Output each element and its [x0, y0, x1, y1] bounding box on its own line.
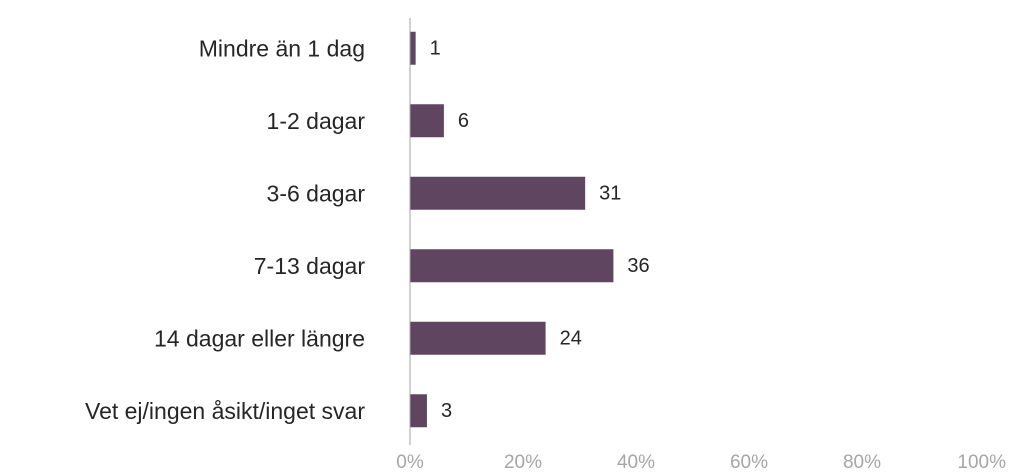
- bar: [410, 31, 416, 65]
- data-label: 6: [458, 110, 469, 132]
- bar: [410, 394, 427, 428]
- category-label: Vet ej/ingen åsikt/inget svar: [85, 398, 365, 424]
- data-label: 24: [560, 327, 582, 349]
- x-tick-label: 80%: [843, 452, 881, 473]
- category-label: Mindre än 1 dag: [199, 35, 365, 61]
- category-label: 7-13 dagar: [254, 253, 366, 279]
- x-tick-label: 100%: [957, 452, 1006, 473]
- bar: [410, 249, 614, 283]
- bar: [410, 104, 444, 138]
- category-label: 3-6 dagar: [267, 180, 366, 206]
- x-tick-label: 20%: [504, 452, 542, 473]
- x-tick-label: 40%: [617, 452, 655, 473]
- x-tick-label: 0%: [396, 452, 424, 473]
- category-label: 14 dagar eller längre: [154, 325, 365, 351]
- bars-layer: [410, 31, 614, 428]
- x-axis-ticks: 0% 20% 40% 60% 80% 100%: [396, 452, 1006, 473]
- data-label: 36: [627, 255, 649, 277]
- data-label: 1: [430, 37, 441, 59]
- x-tick-label: 60%: [730, 452, 768, 473]
- category-label: 1-2 dagar: [267, 108, 366, 134]
- bar: [410, 321, 546, 355]
- bar: [410, 176, 586, 210]
- data-label: 31: [599, 182, 621, 204]
- data-label: 3: [441, 400, 452, 422]
- labels-layer: Mindre än 1 dag 1 1-2 dagar 6 3-6 dagar 31 7-1…: [85, 35, 650, 424]
